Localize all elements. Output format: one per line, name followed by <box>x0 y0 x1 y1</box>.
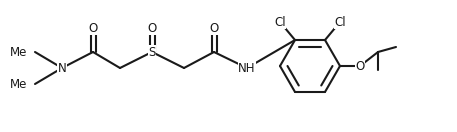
Text: Cl: Cl <box>334 16 346 29</box>
Text: Cl: Cl <box>274 16 286 29</box>
Text: N: N <box>58 62 66 74</box>
Text: S: S <box>149 46 156 58</box>
Text: O: O <box>209 22 218 34</box>
Text: O: O <box>88 22 98 34</box>
Text: NH: NH <box>238 62 256 74</box>
Text: Me: Me <box>10 46 27 58</box>
Text: O: O <box>356 60 365 72</box>
Text: Me: Me <box>10 77 27 91</box>
Text: O: O <box>147 22 157 34</box>
